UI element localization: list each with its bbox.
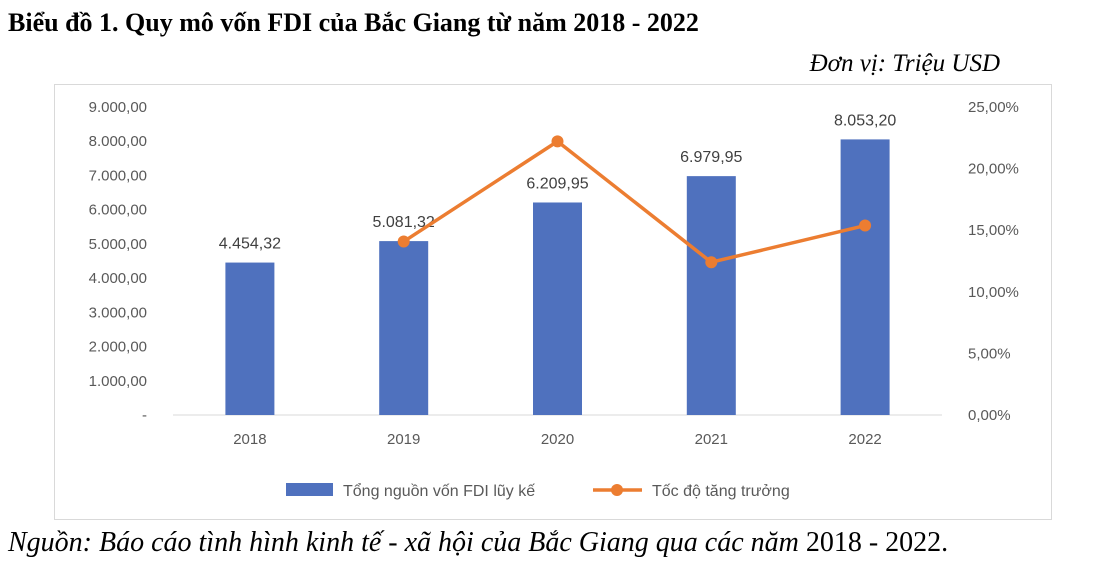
bar-2022 — [840, 139, 890, 415]
growth-point — [705, 256, 718, 269]
x-tick-label: 2021 — [695, 431, 728, 448]
bar-2018 — [225, 262, 275, 415]
y-tick-label: 8.000,00 — [89, 133, 147, 150]
x-tick-label: 2020 — [541, 431, 574, 448]
growth-line — [402, 139, 866, 264]
growth-point — [551, 135, 564, 148]
x-tick-label: 2022 — [848, 431, 881, 448]
bar-2019 — [379, 241, 429, 415]
fdi-combo-chart: - 1.000,00 2.000,00 3.000,00 4.000,00 5.000,0… — [89, 99, 1019, 500]
y-tick-label: 4.000,00 — [89, 270, 147, 287]
y2-tick-label: 15,00% — [968, 222, 1019, 239]
bar-data-label: 5.081,32 — [373, 214, 435, 231]
y-tick-label: 6.000,00 — [89, 202, 147, 219]
legend-line-marker — [611, 484, 623, 496]
bar-data-label: 4.454,32 — [219, 236, 281, 253]
source-years: 2018 - 2022. — [798, 527, 949, 558]
y2-tick-label: 5,00% — [968, 345, 1011, 362]
y-tick-label: 5.000,00 — [89, 236, 147, 253]
x-tick-label: 2018 — [233, 431, 266, 448]
unit-label: Đơn vị: Triệu USD — [809, 50, 1000, 77]
y-tick-label: 7.000,00 — [89, 167, 147, 184]
y-tick-label: 3.000,00 — [89, 304, 147, 321]
x-tick-label: 2019 — [387, 431, 420, 448]
y-tick-label: 1.000,00 — [89, 373, 147, 390]
y2-tick-label: 20,00% — [968, 161, 1019, 178]
bar-data-label: 6.979,95 — [680, 149, 742, 166]
source-note: Nguồn: Báo cáo tình hình kinh tế - xã hộ… — [8, 527, 948, 559]
y-tick-label: 9.000,00 — [89, 99, 147, 116]
y2-tick-label: 0,00% — [968, 407, 1011, 424]
y-tick-label: 2.000,00 — [89, 339, 147, 356]
growth-point — [397, 235, 410, 248]
growth-point — [859, 219, 872, 232]
legend-line-label: Tốc độ tăng trưởng — [652, 483, 790, 500]
bar-data-label: 8.053,20 — [834, 112, 896, 129]
chart-title: Biểu đồ 1. Quy mô vốn FDI của Bắc Giang … — [8, 8, 699, 37]
legend-bar-swatch — [286, 483, 333, 496]
bar-2021 — [686, 176, 736, 415]
y-tick-label: - — [142, 407, 147, 424]
source-italic: Nguồn: Báo cáo tình hình kinh tế - xã hộ… — [8, 527, 799, 558]
bar-2020 — [533, 202, 582, 415]
bar-data-label: 6.209,95 — [526, 175, 588, 192]
y2-tick-label: 10,00% — [968, 284, 1019, 301]
legend-bar-label: Tổng nguồn vốn FDI lũy kế — [343, 482, 535, 500]
y2-tick-label: 25,00% — [968, 99, 1019, 116]
chart-area: - 1.000,00 2.000,00 3.000,00 4.000,00 5.000,0… — [54, 84, 1052, 520]
